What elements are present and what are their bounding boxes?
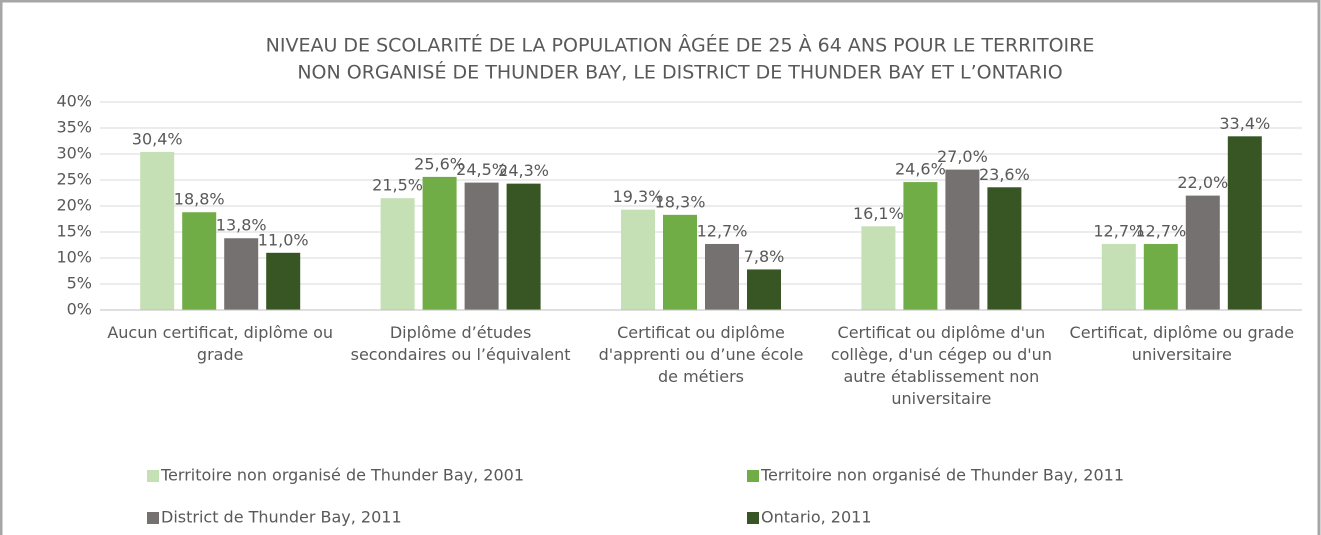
data-label: 30,4% bbox=[132, 129, 183, 148]
y-tick-label: 35% bbox=[56, 118, 92, 137]
bar bbox=[464, 182, 499, 310]
x-tick-label: Certificat ou diplôme d'un collège, d'un… bbox=[830, 323, 1052, 408]
y-tick-label: 40% bbox=[56, 92, 92, 111]
data-label: 16,1% bbox=[853, 204, 904, 223]
y-tick-label: 25% bbox=[56, 170, 92, 189]
bar bbox=[987, 187, 1022, 310]
data-label: 13,8% bbox=[216, 216, 267, 235]
bar bbox=[1143, 243, 1178, 310]
x-tick-label: Diplôme d’études secondaires ou l’équiva… bbox=[350, 323, 571, 364]
x-tick-label: Aucun certificat, diplôme ou grade bbox=[107, 323, 334, 364]
bar bbox=[663, 214, 697, 310]
y-tick-label: 20% bbox=[56, 196, 92, 215]
bar bbox=[224, 238, 259, 310]
bar bbox=[140, 151, 175, 310]
data-label: 33,4% bbox=[1219, 114, 1270, 133]
y-tick-label: 15% bbox=[56, 222, 92, 241]
bar bbox=[747, 269, 781, 310]
chart-title: NIVEAU DE SCOLARITÉ DE LA POPULATION ÂGÉ… bbox=[266, 34, 1095, 57]
bar bbox=[182, 212, 217, 310]
data-label: 11,0% bbox=[258, 230, 309, 249]
bar bbox=[506, 183, 541, 310]
legend-swatch bbox=[747, 512, 759, 524]
data-label: 12,7% bbox=[1093, 221, 1144, 240]
bar bbox=[266, 252, 301, 310]
legend-label: District de Thunder Bay, 2011 bbox=[161, 508, 402, 527]
data-label: 24,5% bbox=[456, 160, 507, 179]
legend-swatch bbox=[747, 470, 759, 482]
legend-label: Territoire non organisé de Thunder Bay, … bbox=[760, 466, 1124, 485]
bar bbox=[861, 226, 896, 310]
legend-label: Ontario, 2011 bbox=[761, 508, 872, 527]
legend-label: Territoire non organisé de Thunder Bay, … bbox=[160, 466, 524, 485]
y-tick-label: 0% bbox=[67, 300, 92, 319]
data-label: 7,8% bbox=[744, 247, 785, 266]
data-label: 12,7% bbox=[697, 221, 748, 240]
data-label: 19,3% bbox=[613, 187, 664, 206]
data-label: 18,3% bbox=[655, 192, 706, 211]
data-label: 18,8% bbox=[174, 190, 225, 209]
data-label: 24,6% bbox=[895, 160, 946, 179]
y-tick-label: 10% bbox=[56, 248, 92, 267]
bar bbox=[422, 176, 457, 310]
data-label: 25,6% bbox=[414, 154, 465, 173]
bar bbox=[1185, 195, 1220, 310]
bar bbox=[705, 243, 739, 310]
bar bbox=[621, 209, 655, 310]
x-tick-label: Certificat ou diplôme d'apprenti ou d’un… bbox=[598, 323, 804, 386]
bar bbox=[945, 169, 980, 310]
data-label: 12,7% bbox=[1135, 221, 1186, 240]
chart-title: NON ORGANISÉ DE THUNDER BAY, LE DISTRICT… bbox=[297, 61, 1062, 84]
x-tick-label: Certificat, diplôme ou grade universitai… bbox=[1069, 323, 1295, 364]
legend-swatch bbox=[147, 470, 159, 482]
bar bbox=[380, 198, 415, 310]
data-label: 21,5% bbox=[372, 176, 423, 195]
data-label: 23,6% bbox=[979, 165, 1030, 184]
data-label: 27,0% bbox=[937, 147, 988, 166]
bar bbox=[903, 182, 938, 310]
data-label: 22,0% bbox=[1177, 173, 1228, 192]
legend-swatch bbox=[147, 512, 159, 524]
data-label: 24,3% bbox=[498, 161, 549, 180]
bar bbox=[1101, 243, 1136, 310]
y-tick-label: 5% bbox=[67, 274, 92, 293]
bar bbox=[1227, 136, 1262, 310]
y-tick-label: 30% bbox=[56, 144, 92, 163]
